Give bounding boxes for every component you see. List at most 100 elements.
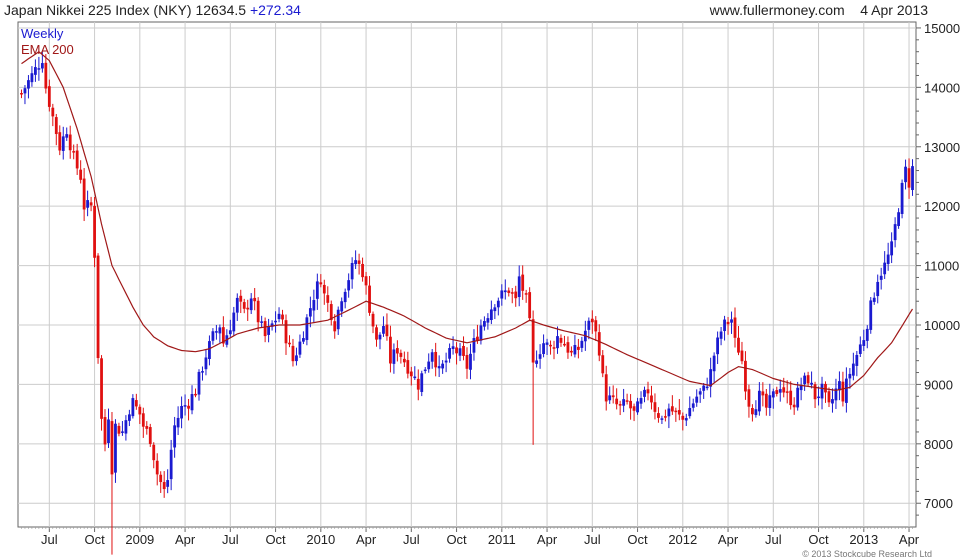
price-bar-body: [604, 374, 608, 402]
price-bar-body: [566, 342, 570, 353]
price-bar-body: [507, 290, 511, 293]
price-bar-body: [890, 241, 894, 256]
price-bar-body: [406, 360, 410, 374]
price-bar-body: [427, 361, 431, 370]
price-bar-body: [413, 376, 417, 379]
copyright-text: © 2013 Stockcube Research Ltd: [802, 549, 932, 559]
price-bar-body: [420, 373, 424, 392]
price-bar-body: [817, 396, 820, 399]
x-tick-label: Jul: [765, 532, 782, 547]
price-bar-body: [785, 391, 789, 393]
price-bar-body: [865, 328, 869, 341]
x-tick-label: Jul: [222, 532, 239, 547]
source-link[interactable]: www.fullermoney.com: [709, 2, 845, 18]
price-bar-body: [848, 373, 852, 379]
price-bar-body: [462, 345, 465, 356]
price-bar-body: [496, 300, 500, 308]
price-bar-body: [698, 391, 702, 395]
chart-title: Japan Nikkei 225 Index (NKY) 12634.5 +27…: [4, 2, 301, 18]
price-bar-body: [883, 262, 887, 275]
price-bar-body: [778, 389, 782, 393]
x-tick-label: 2012: [668, 532, 697, 547]
price-bar-body: [208, 341, 211, 360]
price-bar-body: [796, 387, 800, 408]
price-bar-body: [124, 420, 128, 434]
price-bar-body: [274, 320, 277, 323]
x-tick-label: Jul: [41, 532, 58, 547]
x-tick-label: Apr: [356, 532, 377, 547]
price-bar-body: [611, 395, 615, 398]
price-bar-body: [354, 260, 358, 265]
price-bar-body: [684, 418, 688, 421]
price-bar-body: [58, 132, 62, 151]
price-bar-body: [643, 389, 646, 397]
price-bar-body: [378, 334, 382, 340]
price-bar-body: [389, 336, 392, 364]
price-bar-body: [23, 88, 27, 94]
price-bar-body: [409, 371, 413, 377]
price-bar-body: [239, 295, 243, 302]
price-bar-body: [434, 351, 438, 368]
x-tick-label: Oct: [627, 532, 648, 547]
price-bar-body: [893, 224, 897, 241]
price-bar-body: [775, 390, 779, 394]
price-bar-body: [260, 321, 264, 323]
price-bar-body: [162, 482, 166, 490]
price-bar-body: [382, 326, 385, 334]
price-bar-body: [298, 341, 302, 355]
price-bar-body: [281, 314, 284, 320]
price-bar-body: [576, 346, 580, 350]
price-bar-body: [911, 166, 914, 191]
price-bar-body: [876, 281, 880, 297]
x-tick-label: Oct: [265, 532, 286, 547]
price-bar-body: [803, 375, 807, 385]
price-bar-body: [799, 385, 803, 391]
price-bar-body: [517, 276, 521, 297]
x-tick-label: 2013: [849, 532, 878, 547]
price-bar-body: [608, 395, 612, 401]
price-bar-body: [75, 150, 79, 169]
price-bar-body: [622, 399, 626, 406]
x-tick-label: Oct: [446, 532, 467, 547]
price-bar-body: [590, 318, 594, 323]
x-tick-label: Oct: [84, 532, 105, 547]
price-bar-body: [552, 347, 556, 349]
x-tick-label: Apr: [537, 532, 558, 547]
price-bar-body: [138, 406, 142, 415]
price-bar-body: [838, 381, 841, 391]
price-bar-body: [159, 474, 163, 483]
price-bar-body: [350, 262, 354, 280]
y-tick-label: 7000: [924, 496, 953, 511]
price-bar-body: [625, 400, 629, 402]
price-bar-body: [858, 344, 862, 354]
price-bar-body: [169, 449, 173, 480]
price-bar-body: [834, 388, 838, 401]
price-bar-body: [72, 151, 76, 153]
price-bar-body: [20, 93, 23, 95]
y-tick-label: 12000: [924, 199, 960, 214]
price-bar-body: [302, 338, 305, 342]
price-bar-body: [806, 375, 810, 384]
price-bar-body: [705, 386, 709, 389]
price-bar-body: [61, 136, 65, 151]
price-bar-body: [263, 321, 267, 337]
price-bar-body: [900, 182, 904, 214]
price-bar-body: [343, 291, 347, 303]
price-bar-body: [305, 317, 309, 340]
price-bar-body: [851, 363, 855, 376]
price-bar-body: [862, 340, 866, 346]
price-bar-body: [761, 391, 765, 396]
y-tick-label: 15000: [924, 21, 960, 36]
price-bar-body: [368, 285, 371, 313]
price-bar-body: [458, 348, 462, 356]
price-bar-body: [183, 405, 187, 407]
y-tick-label: 11000: [924, 259, 959, 274]
price-bar-body: [764, 393, 768, 408]
price-bar-body: [455, 347, 458, 354]
price-bar-body: [483, 321, 486, 327]
price-bar-body: [152, 444, 156, 461]
price-bar-body: [385, 324, 389, 337]
y-tick-label: 13000: [924, 140, 960, 155]
price-bar-body: [545, 342, 549, 345]
